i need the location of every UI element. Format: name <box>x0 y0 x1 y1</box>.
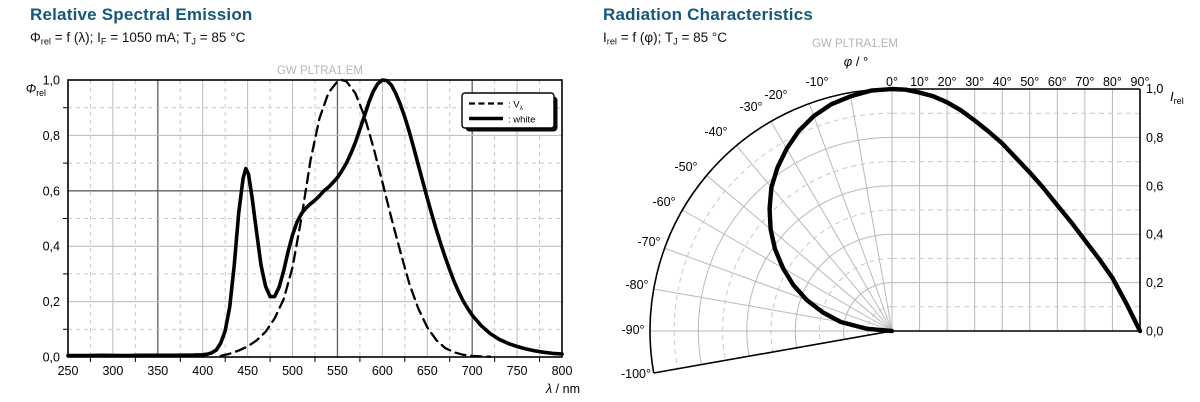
svg-text:250: 250 <box>58 364 79 378</box>
svg-text:φ / °: φ / ° <box>844 54 869 69</box>
svg-text:-70°: -70° <box>637 235 660 249</box>
svg-text:350: 350 <box>147 364 168 378</box>
svg-text:0,6: 0,6 <box>43 184 60 198</box>
svg-text:Irel: Irel <box>1170 89 1184 106</box>
radiation-chart-title: Radiation Characteristics <box>603 5 814 24</box>
svg-text:450: 450 <box>237 364 258 378</box>
polar-radius-labels: 1,0 0,8 0,6 0,4 0,2 0,0 <box>1146 82 1163 339</box>
svg-text:750: 750 <box>507 364 528 378</box>
svg-text:0,8: 0,8 <box>43 129 60 143</box>
svg-text:800: 800 <box>552 364 573 378</box>
svg-text:30°: 30° <box>965 75 984 89</box>
spectral-y-axis-label: Φrel <box>26 82 46 98</box>
svg-text:-10°: -10° <box>805 75 828 89</box>
polar-angle-axis-label: φ / ° <box>844 54 869 69</box>
polar-angle-labels: -10° 0° 10° 20° 30° 40° 50° 60° 70° 80° 90° -20°-30… <box>621 75 1149 381</box>
svg-text:0,2: 0,2 <box>1146 276 1163 290</box>
spectral-x-axis-label: λ / nm <box>545 382 580 396</box>
svg-text:-90°: -90° <box>621 323 644 337</box>
svg-text:70°: 70° <box>1075 75 1094 89</box>
vlambda-curve <box>219 78 492 358</box>
svg-text:550: 550 <box>327 364 348 378</box>
radiation-chart: GW PLTRA1.EM -10° 0° 10° 20° 30° 40° 50° 60° 70° 8… <box>621 38 1184 381</box>
spectral-emission-chart: GW PLTRA1.EM 250 300 350 400 450 500 550 600 650 7… <box>26 65 580 396</box>
spectral-legend: : Vλ : white <box>461 92 558 132</box>
svg-text:0,0: 0,0 <box>43 351 60 365</box>
svg-text:-20°: -20° <box>764 88 787 102</box>
svg-text:-50°: -50° <box>674 160 697 174</box>
svg-text:0,8: 0,8 <box>1146 131 1163 145</box>
svg-text:40°: 40° <box>993 75 1012 89</box>
svg-text:700: 700 <box>462 364 483 378</box>
radiation-curve <box>767 86 1143 334</box>
svg-text:0,4: 0,4 <box>43 240 60 254</box>
svg-text:Φrel: Φrel <box>26 82 46 98</box>
svg-text:0°: 0° <box>886 75 898 89</box>
white-curve <box>66 78 564 358</box>
polar-radius-axis-label: Irel <box>1170 89 1184 106</box>
svg-text:650: 650 <box>417 364 438 378</box>
polar-grid <box>650 89 1140 369</box>
svg-text:λ / nm: λ / nm <box>545 382 580 396</box>
svg-text:60°: 60° <box>1048 75 1067 89</box>
svg-text:90°: 90° <box>1131 75 1150 89</box>
svg-text:20°: 20° <box>938 75 957 89</box>
svg-text:300: 300 <box>102 364 123 378</box>
svg-text:: white: : white <box>508 115 535 126</box>
svg-text:600: 600 <box>372 364 393 378</box>
spectral-y-tick-labels: 1,0 0,8 0,6 0,4 0,2 0,0 <box>43 74 60 365</box>
svg-text:500: 500 <box>282 364 303 378</box>
svg-text:GW PLTRA1.EM: GW PLTRA1.EM <box>812 38 898 50</box>
svg-text:-40°: -40° <box>704 125 727 139</box>
radiation-chart-condition: Irel = f (φ); TJ = 85 °C <box>603 30 728 47</box>
spectral-grid <box>68 80 562 357</box>
svg-text:GW PLTRA1.EM: GW PLTRA1.EM <box>277 65 363 77</box>
svg-text:-60°: -60° <box>652 195 675 209</box>
svg-text:0,6: 0,6 <box>1146 179 1163 193</box>
spectral-frame <box>67 79 563 358</box>
svg-text:: Vλ: : Vλ <box>508 100 524 112</box>
spectral-x-tick-labels: 250 300 350 400 450 500 550 600 650 700 750 800 <box>58 364 573 378</box>
svg-text:400: 400 <box>192 364 213 378</box>
svg-text:-30°: -30° <box>739 100 762 114</box>
svg-text:10°: 10° <box>910 75 929 89</box>
svg-text:0,0: 0,0 <box>1146 325 1163 339</box>
svg-text:0,4: 0,4 <box>1146 228 1163 242</box>
svg-text:-100°: -100° <box>621 367 651 381</box>
svg-text:1,0: 1,0 <box>43 74 60 88</box>
spectral-chart-condition: Φrel = f (λ); IF = 1050 mA; TJ = 85 °C <box>30 30 246 47</box>
svg-text:50°: 50° <box>1020 75 1039 89</box>
svg-text:1,0: 1,0 <box>1146 82 1163 96</box>
spectral-axis-ticks <box>63 107 541 362</box>
polar-watermark: GW PLTRA1.EM <box>812 38 898 50</box>
svg-text:0,2: 0,2 <box>43 295 60 309</box>
polar-frame <box>649 88 1141 374</box>
svg-text:-80°: -80° <box>625 278 648 292</box>
svg-text:80°: 80° <box>1103 75 1122 89</box>
spectral-chart-title: Relative Spectral Emission <box>30 5 253 24</box>
spectral-watermark: GW PLTRA1.EM <box>277 65 363 77</box>
